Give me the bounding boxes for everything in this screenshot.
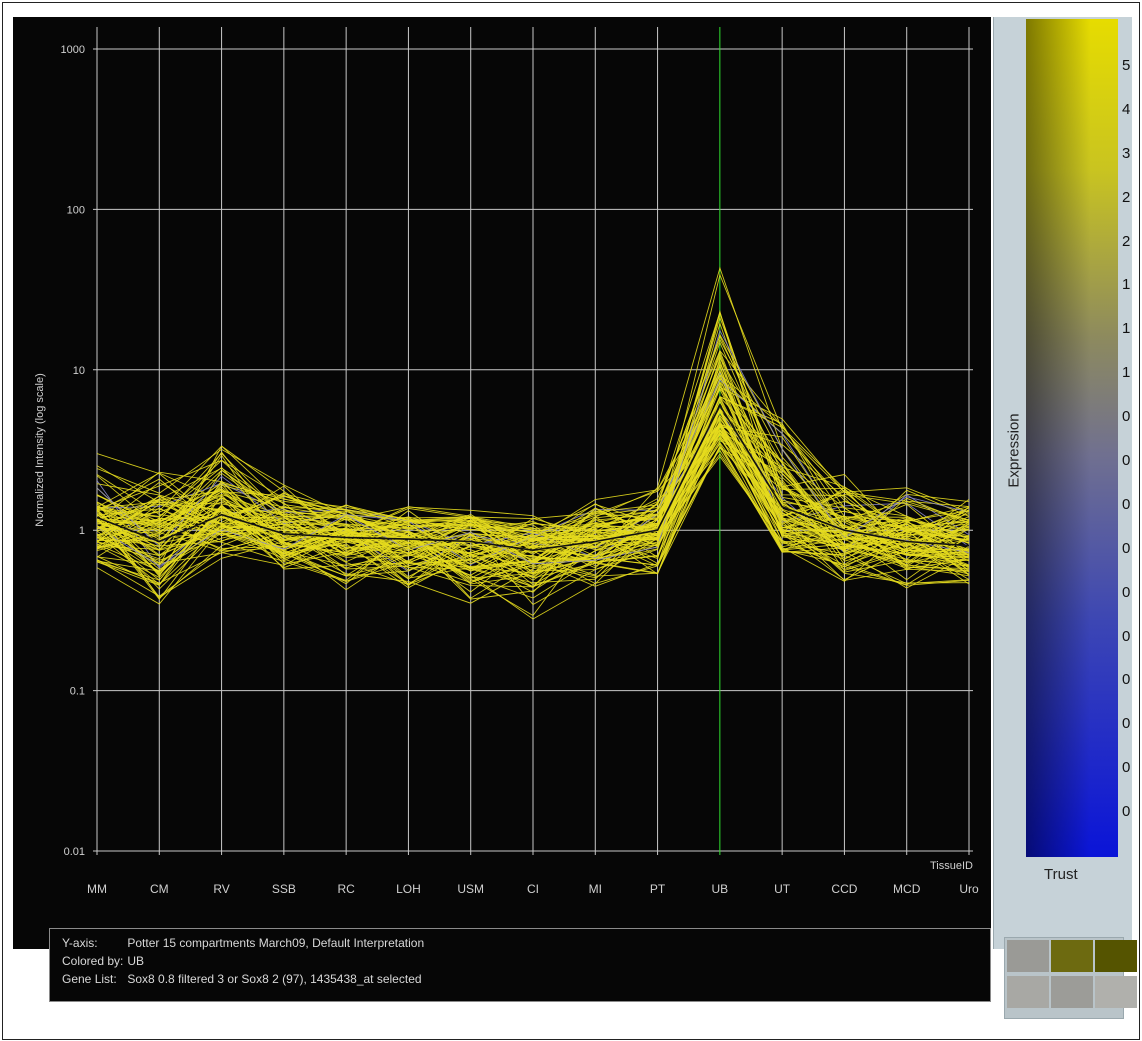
legend-tick-label: 0 [1122, 495, 1131, 513]
profile-line [96, 354, 970, 585]
y-tick-label: 100 [67, 204, 85, 216]
thumbnail-image[interactable] [1095, 940, 1137, 972]
x-tick-label: MM [87, 882, 107, 896]
legend-tick-label: 0 [1122, 408, 1131, 426]
info-row-colored: Colored by: UB [62, 954, 144, 968]
profile-line [96, 309, 970, 575]
profile-line [96, 410, 970, 563]
x-tick-label: Uro [959, 882, 979, 896]
profile-line [96, 374, 970, 551]
profile-line [96, 428, 970, 584]
thumbnail-image[interactable] [1051, 976, 1093, 1008]
legend-tick-label: 0 [1122, 759, 1131, 777]
profile-line [96, 364, 970, 578]
trust-label: Trust [1044, 866, 1078, 883]
profile-line [96, 399, 970, 571]
info-value: Sox8 0.8 filtered 3 or Sox8 2 (97), 1435… [127, 972, 422, 986]
profile-line [96, 422, 970, 554]
x-tick-label: UT [774, 882, 791, 896]
x-tick-label: CI [527, 882, 539, 896]
legend-tick-label: 3 [1122, 144, 1131, 162]
legend-tick-labels: 5 4 3 2 2 1 1 1 0 0 0 0 0 0 0 0 0 0 [1122, 19, 1132, 857]
legend-tick-label: 1 [1122, 276, 1131, 294]
thumbnail-image[interactable] [1007, 940, 1049, 972]
parallel-coordinates-chart[interactable]: 1000 100 10 1 0.1 0.01 MM CM RV SSB RC LOH USM CI MI PT… [13, 17, 991, 922]
x-tick-label: RC [337, 882, 355, 896]
thumbnail-image[interactable] [1051, 940, 1093, 972]
x-tick-label: CM [150, 882, 169, 896]
legend-tick-label: 0 [1122, 671, 1131, 689]
info-box: Y-axis: Potter 15 compartments March09, … [49, 928, 991, 1002]
x-tick-label: RV [213, 882, 229, 896]
profile-line [96, 369, 970, 551]
profile-line [96, 436, 970, 584]
x-tick-label: LOH [396, 882, 421, 896]
profile-line [96, 429, 970, 582]
info-value: Potter 15 compartments March09, Default … [127, 936, 425, 950]
x-tick-label: MCD [893, 882, 921, 896]
legend-tick-label: 0 [1122, 539, 1131, 557]
legend-tick-label: 5 [1122, 57, 1131, 74]
legend-tick-label: 4 [1122, 100, 1131, 118]
legend-panel: 5 4 3 2 2 1 1 1 0 0 0 0 0 0 0 0 0 0 Expression Trust [993, 17, 1137, 1019]
profile-line [96, 430, 970, 562]
x-tick-label: CCD [831, 882, 857, 896]
y-tick-label: 0.01 [64, 846, 85, 858]
color-gradient-legend [1026, 19, 1118, 857]
info-row-genelist: Gene List: Sox8 0.8 filtered 3 or Sox8 2… [62, 972, 422, 986]
profile-line [96, 410, 970, 549]
legend-tick-label: 0 [1122, 715, 1131, 733]
legend-tick-label: 0 [1122, 627, 1131, 645]
profile-line [96, 334, 970, 569]
x-tick-label: USM [457, 882, 484, 896]
y-tick-label: 1 [79, 525, 85, 537]
profile-line [96, 266, 970, 557]
y-tick-label: 10 [73, 365, 85, 377]
profile-line [96, 426, 970, 561]
legend-tick-label: 1 [1122, 364, 1131, 382]
legend-tick-label: 2 [1122, 232, 1131, 250]
info-key: Gene List: [62, 972, 117, 986]
thumbnail-strip[interactable] [1004, 937, 1137, 1019]
plot-panel[interactable]: 1000 100 10 1 0.1 0.01 MM CM RV SSB RC LOH USM CI MI PT… [13, 17, 991, 1002]
legend-tick-label: 0 [1122, 452, 1131, 469]
legend-tick-label: 0 [1122, 583, 1131, 601]
thumbnail-image[interactable] [1095, 976, 1137, 1008]
x-tick-label: PT [650, 882, 666, 896]
profile-line [96, 396, 970, 552]
profile-line [96, 423, 970, 582]
info-value: UB [127, 954, 145, 968]
x-tick-label: SSB [272, 882, 296, 896]
x-tick-label: UB [712, 882, 729, 896]
profile-line [96, 273, 970, 560]
x-axis-label: TissueID [930, 860, 973, 872]
y-axis-label: Normalized Intensity (log scale) [34, 373, 46, 526]
legend-tick-label: 0 [1122, 803, 1131, 821]
y-tick-label: 0.1 [70, 686, 85, 698]
profile-line [96, 455, 970, 589]
profile-line [96, 395, 970, 554]
median-line [96, 403, 970, 552]
info-key: Y-axis: [62, 936, 98, 950]
legend-tick-label: 2 [1122, 188, 1131, 206]
x-tick-label: MI [589, 882, 602, 896]
y-tick-label: 1000 [61, 44, 85, 56]
profile-line [96, 425, 970, 617]
thumbnail-image[interactable] [1007, 976, 1049, 1008]
profile-line [96, 316, 970, 556]
expression-label: Expression [1005, 413, 1023, 488]
legend-tick-label: 1 [1122, 320, 1131, 338]
profile-line [96, 374, 970, 599]
info-key: Colored by: [62, 954, 124, 968]
info-row-yaxis: Y-axis: Potter 15 compartments March09, … [62, 936, 424, 950]
